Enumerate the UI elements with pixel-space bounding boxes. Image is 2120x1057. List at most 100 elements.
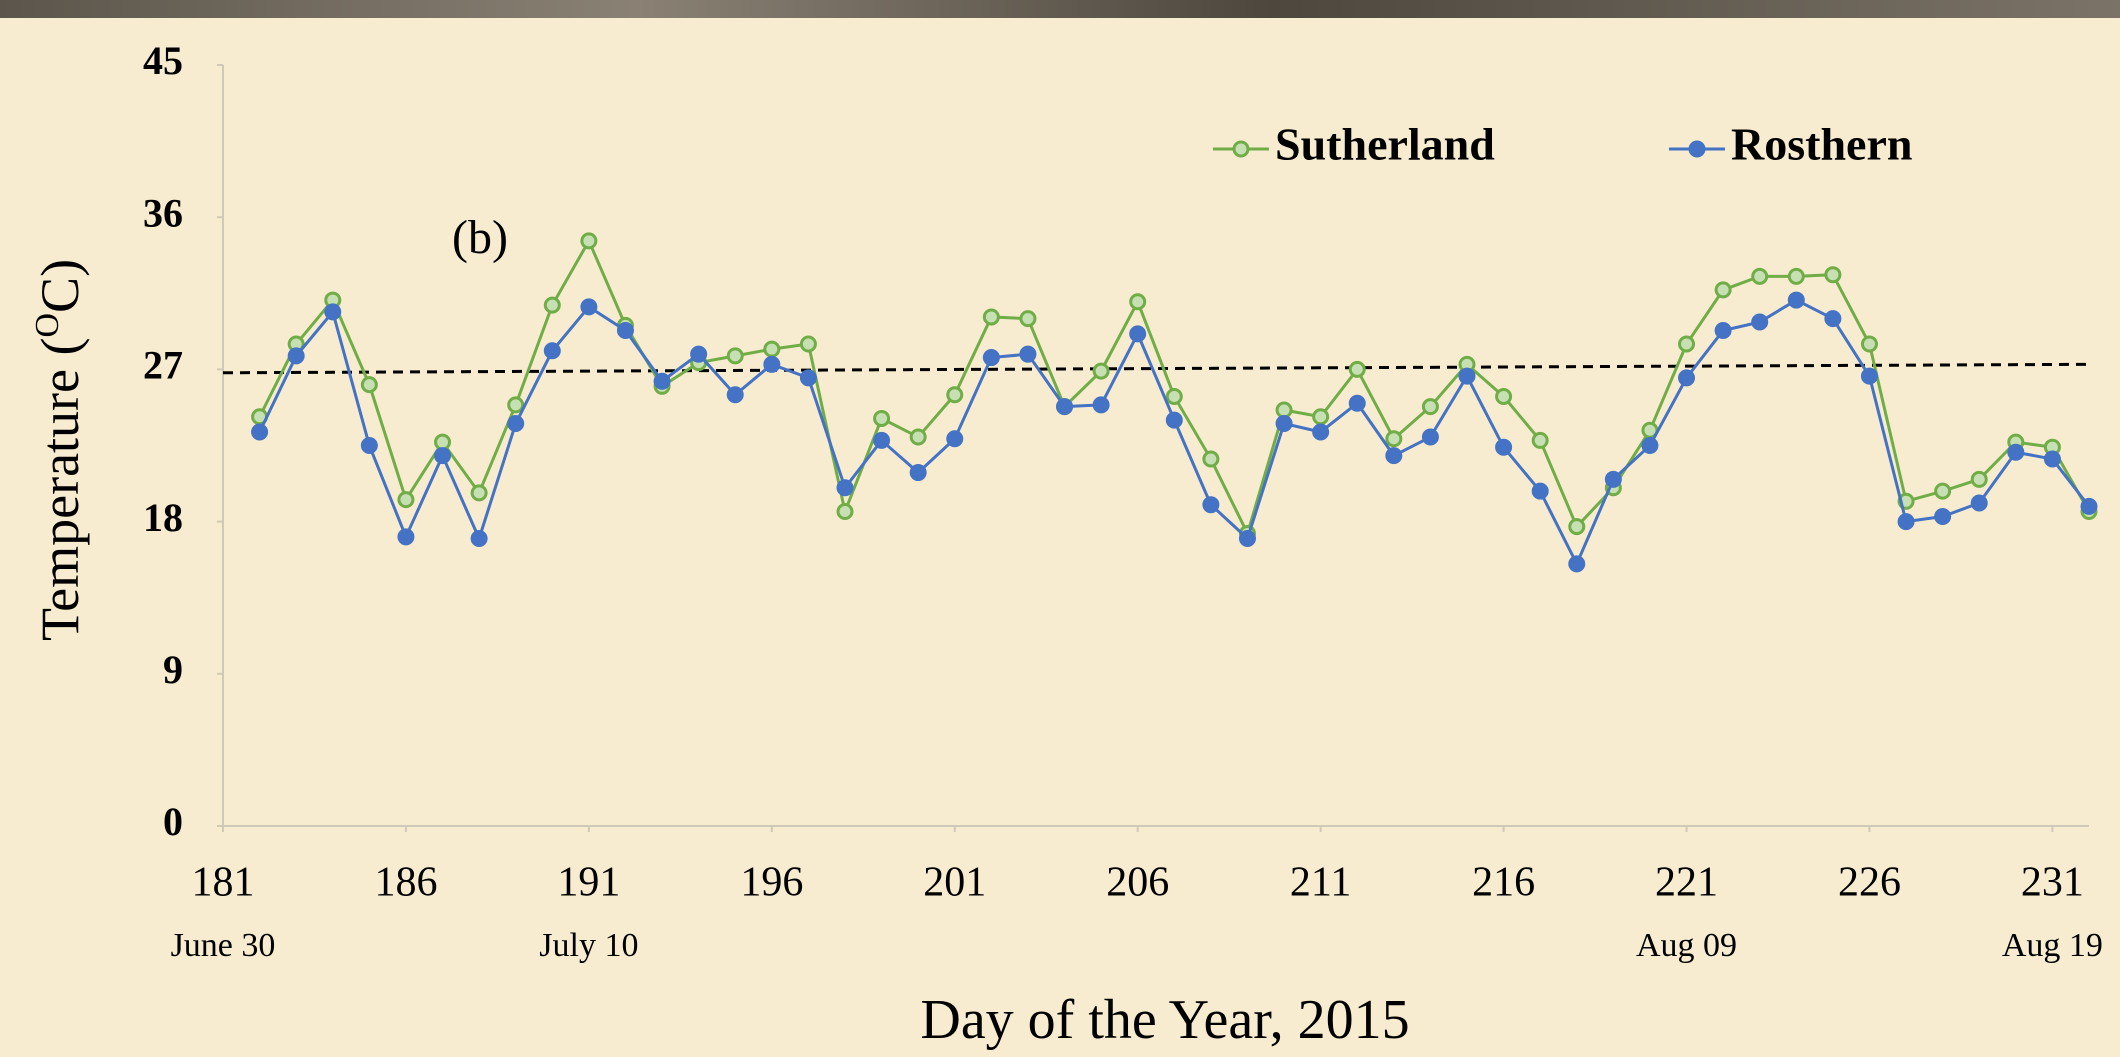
x-tick-label: 201	[923, 860, 986, 906]
point	[874, 432, 890, 448]
point	[1277, 403, 1291, 417]
date-label: Aug 19	[2002, 927, 2103, 964]
point	[1021, 312, 1035, 326]
point	[910, 465, 926, 481]
point	[436, 435, 450, 449]
x-tick-label: 216	[1472, 860, 1535, 906]
point	[984, 310, 998, 324]
point	[764, 356, 780, 372]
point	[691, 346, 707, 362]
point	[1314, 410, 1328, 424]
point	[1972, 472, 1986, 486]
point	[1386, 448, 1402, 464]
point	[399, 493, 413, 507]
legend-marker	[1689, 141, 1705, 157]
point	[947, 431, 963, 447]
point	[1093, 397, 1109, 413]
point	[435, 448, 451, 464]
point	[800, 370, 816, 386]
x-tick-label: 181	[192, 860, 255, 906]
point	[1788, 292, 1804, 308]
y-tick-label: 18	[143, 495, 183, 540]
y-title-sup: O	[29, 313, 66, 338]
point	[1753, 269, 1767, 283]
point	[1532, 483, 1548, 499]
legend-label: Rosthern	[1731, 119, 1912, 170]
point	[581, 299, 597, 315]
point	[2044, 451, 2060, 467]
point	[1350, 362, 1364, 376]
point	[1313, 424, 1329, 440]
point	[582, 234, 596, 248]
y-tick-label: 9	[163, 647, 183, 692]
date-label: Aug 09	[1636, 927, 1737, 964]
point	[1898, 514, 1914, 530]
point	[1167, 389, 1181, 403]
point	[617, 323, 633, 339]
x-tick-label: 226	[1838, 860, 1901, 906]
point	[1459, 368, 1475, 384]
point	[1569, 556, 1585, 572]
panel-label: (b)	[452, 211, 508, 264]
x-axis-title: Day of the Year, 2015	[920, 989, 1409, 1051]
y-tick-label: 27	[143, 343, 183, 388]
point	[288, 348, 304, 364]
point	[983, 350, 999, 366]
point	[252, 424, 268, 440]
point	[1204, 452, 1218, 466]
date-label: June 30	[171, 927, 276, 964]
point	[1752, 314, 1768, 330]
date-label: July 10	[539, 927, 638, 964]
legend-label: Sutherland	[1275, 119, 1495, 170]
point	[1679, 370, 1695, 386]
point	[1971, 495, 1987, 511]
point	[1422, 429, 1438, 445]
point	[1387, 432, 1401, 446]
point	[727, 387, 743, 403]
x-tick-label: 206	[1106, 860, 1169, 906]
point	[911, 430, 925, 444]
y-tick-label: 0	[163, 799, 183, 844]
page: (b) Day of the Year, 2015 Temperature (O…	[0, 0, 2120, 1057]
point	[361, 438, 377, 454]
point	[1936, 484, 1950, 498]
point	[471, 531, 487, 547]
point	[325, 304, 341, 320]
y-title-part: Temperature (	[30, 338, 90, 642]
point	[1826, 268, 1840, 282]
point	[948, 388, 962, 402]
point	[728, 349, 742, 363]
chart: (b) Day of the Year, 2015 Temperature (O…	[0, 0, 2120, 1057]
point	[1496, 439, 1512, 455]
x-tick-label: 221	[1655, 860, 1718, 906]
point	[1349, 395, 1365, 411]
point	[1131, 295, 1145, 309]
point	[837, 480, 853, 496]
point	[1716, 283, 1730, 297]
point	[1861, 368, 1877, 384]
point	[1130, 326, 1146, 342]
photo-strip	[0, 0, 2120, 18]
point	[1276, 416, 1292, 432]
point	[472, 486, 486, 500]
y-title-part: C)	[30, 259, 90, 313]
legend-marker	[1234, 142, 1248, 156]
point	[1020, 346, 1036, 362]
point	[838, 504, 852, 518]
x-tick-label: 191	[557, 860, 620, 906]
point	[1680, 337, 1694, 351]
point	[1825, 311, 1841, 327]
point	[1423, 400, 1437, 414]
point	[398, 529, 414, 545]
point	[1533, 433, 1547, 447]
point	[1715, 323, 1731, 339]
point	[545, 298, 559, 312]
y-tick-label: 36	[143, 190, 183, 235]
point	[1789, 269, 1803, 283]
x-tick-label: 231	[2021, 860, 2084, 906]
point	[1497, 389, 1511, 403]
point	[765, 342, 779, 356]
point	[362, 378, 376, 392]
point	[1605, 471, 1621, 487]
point	[801, 337, 815, 351]
